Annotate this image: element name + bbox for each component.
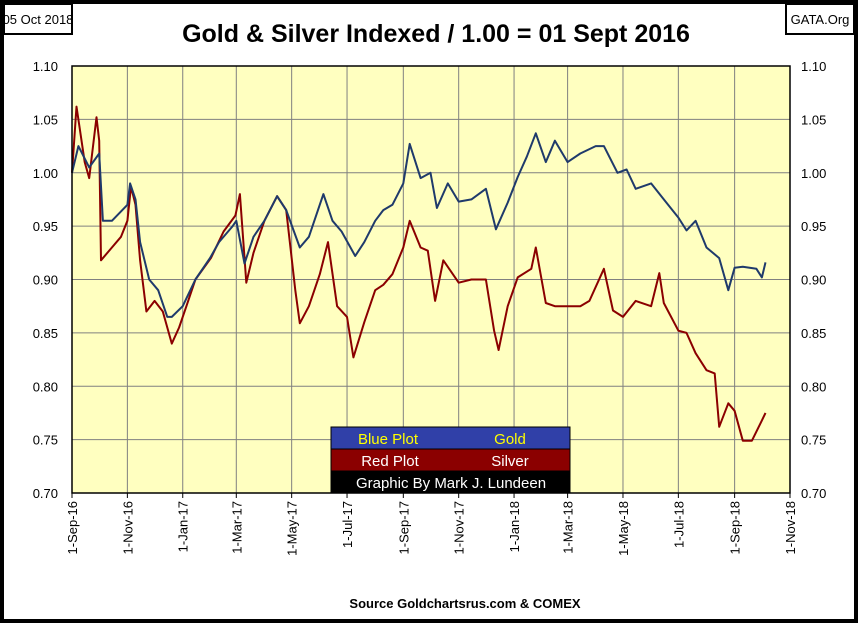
x-tick-label: 1-Sep-16	[65, 501, 80, 554]
series-lines	[71, 105, 767, 442]
x-tick-label: 1-May-17	[285, 501, 300, 556]
y-tick-label-left: 0.85	[33, 326, 58, 341]
y-tick-label-left: 0.75	[33, 433, 58, 448]
x-tick-label: 1-Sep-17	[396, 501, 411, 554]
y-tick-label-left: 0.90	[33, 273, 58, 288]
y-axis-right: 1.10 1.05 1.00 0.95 0.90 0.85 0.80 0.75 0.70	[801, 59, 826, 501]
y-tick-label-right: 1.05	[801, 112, 826, 127]
legend-silver-label: Silver	[491, 453, 529, 470]
y-tick-label-left: 1.00	[33, 166, 58, 181]
x-axis: 1-Sep-16 1-Nov-16 1-Jan-17 1-Mar-17 1-May-17…	[65, 501, 798, 556]
source-site-box	[785, 3, 855, 35]
y-tick-label-right: 1.10	[801, 59, 826, 74]
y-tick-label-left: 0.80	[33, 379, 58, 394]
y-tick-label-left: 0.70	[33, 486, 58, 501]
x-tick-label: 1-Mar-17	[229, 501, 244, 554]
legend-silver-plot-label: Red Plot	[361, 453, 419, 470]
y-tick-label-left: 1.05	[33, 112, 58, 127]
legend-credit: Graphic By Mark J. Lundeen	[356, 475, 546, 492]
legend: Blue Plot Gold Red Plot Silver Graphic B…	[330, 426, 571, 494]
silver-series-line	[71, 105, 767, 442]
x-tick-label: 1-Nov-16	[120, 501, 135, 554]
x-tick-label: 1-Jan-17	[176, 501, 191, 552]
y-tick-label-right: 0.90	[801, 273, 826, 288]
x-tick-label: 1-Jan-18	[507, 501, 522, 552]
y-tick-label-right: 1.00	[801, 166, 826, 181]
y-tick-label-right: 0.80	[801, 379, 826, 394]
y-tick-label-left: 1.10	[33, 59, 58, 74]
x-tick-label: 1-Nov-17	[452, 501, 467, 554]
y-tick-label-right: 0.95	[801, 219, 826, 234]
date-box	[3, 3, 73, 35]
y-tick-label-right: 0.75	[801, 433, 826, 448]
chart-title: Gold & Silver Indexed / 1.00 = 01 Sept 2…	[182, 20, 690, 48]
y-tick-label-right: 0.70	[801, 486, 826, 501]
x-tick-label: 1-Jul-17	[340, 501, 355, 548]
source-site-label: GATA.Org	[791, 12, 850, 27]
x-tick-label: 1-May-18	[616, 501, 631, 556]
grid	[71, 65, 791, 498]
legend-gold-label: Gold	[494, 431, 526, 448]
x-tick-label: 1-Mar-18	[561, 501, 576, 554]
legend-credit-row	[330, 470, 571, 494]
legend-gold-plot-label: Blue Plot	[358, 431, 419, 448]
date-label: 05 Oct 2018	[3, 12, 74, 27]
x-tick-label: 1-Jul-18	[671, 501, 686, 548]
x-tick-label: 1-Nov-18	[783, 501, 798, 554]
y-axis-left: 1.10 1.05 1.00 0.95 0.90 0.85 0.80 0.75 0.70	[33, 59, 58, 501]
y-tick-label-left: 0.95	[33, 219, 58, 234]
x-tick-label: 1-Sep-18	[728, 501, 743, 554]
gold-series-line	[71, 132, 767, 318]
source-footnote: Source Goldchartsrus.com & COMEX	[349, 596, 580, 611]
y-tick-label-right: 0.85	[801, 326, 826, 341]
